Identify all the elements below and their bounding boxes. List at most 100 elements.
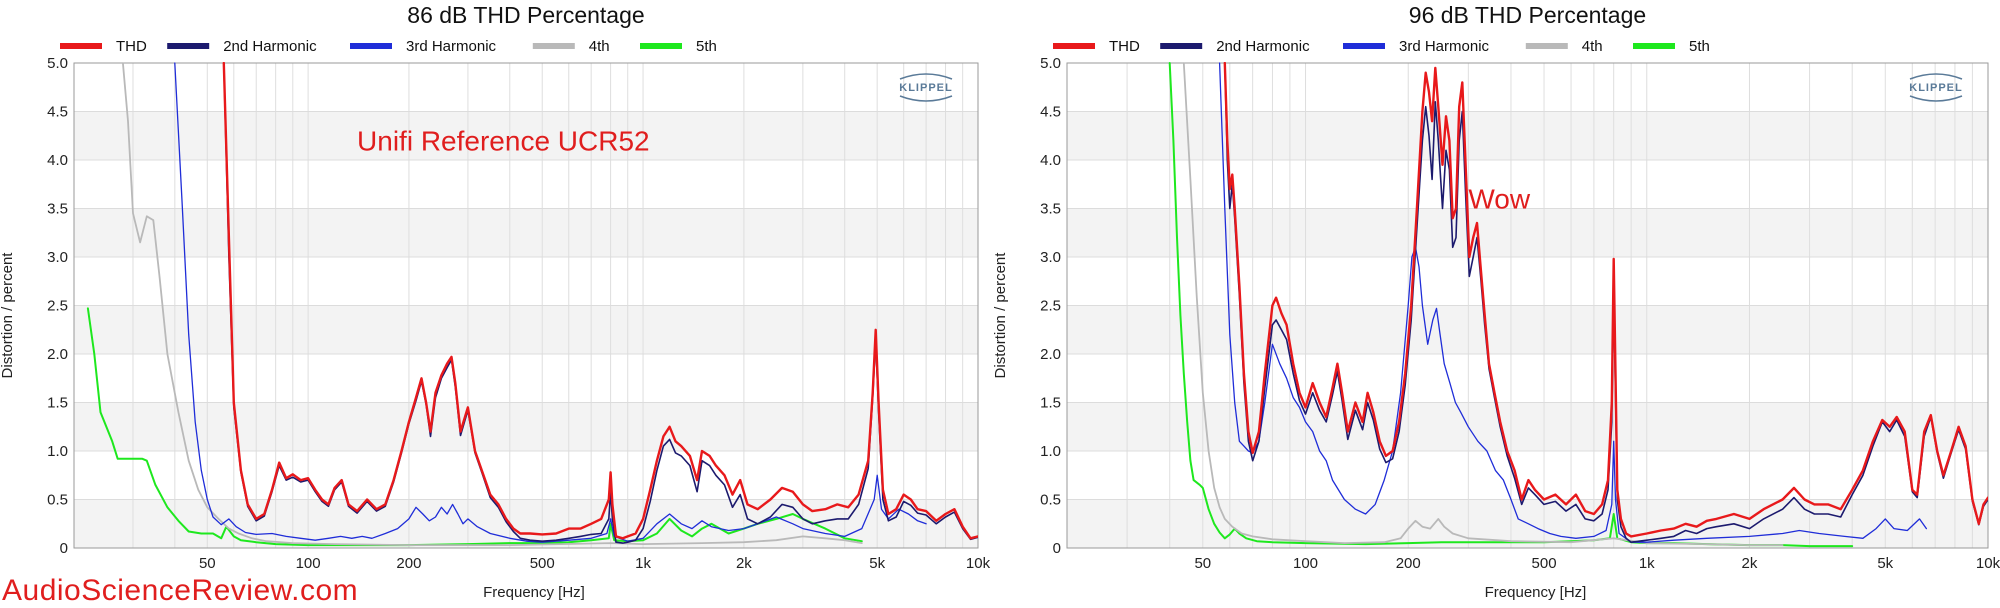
series-line-thd (222, 62, 978, 540)
chart-2: 96 dB THD Percentage THD 2nd Harmonic 3rd H… (992, 2, 2000, 600)
x-tick-label: 1k (635, 555, 651, 572)
legend-label: 3rd Harmonic (1399, 38, 1490, 55)
y-tick-label: 0.5 (1040, 492, 1061, 509)
y-tick-label: 2.5 (47, 298, 68, 315)
watermark-text: AudioScienceReview.com (2, 574, 359, 607)
x-tick-label: 2k (1742, 555, 1758, 572)
y-tick-label: 1.0 (47, 443, 68, 460)
legend-label: THD (116, 38, 147, 55)
series-line-4th (122, 62, 863, 546)
legend-swatch (1633, 43, 1675, 49)
legend-label: 2nd Harmonic (1216, 38, 1310, 55)
legend-swatch (532, 43, 575, 49)
y-tick-label: 0.5 (47, 492, 68, 509)
x-tick-label: 50 (1194, 555, 1211, 572)
legend-swatch (1343, 43, 1385, 49)
legend-swatch (1053, 43, 1095, 49)
series-group (1168, 62, 1988, 548)
legend-label: 4th (589, 38, 610, 55)
logo-arc (899, 95, 953, 102)
legend-item: 3rd Harmonic (1343, 38, 1490, 55)
y-tick-label: 3.0 (1040, 249, 1061, 266)
grid-band (74, 402, 978, 451)
chart-annotation: Wow (1468, 184, 1530, 215)
y-tick-label: 4.5 (1040, 104, 1061, 121)
klippel-logo: KLIPPEL (899, 73, 953, 102)
legend-label: 5th (696, 38, 717, 55)
series-line-2nd-harmonic (223, 62, 978, 544)
legend-item: 4th (532, 38, 610, 55)
legend-item: 2nd Harmonic (1160, 38, 1310, 55)
x-axis-label: Frequency [Hz] (483, 584, 585, 600)
logo-arc (1909, 73, 1963, 80)
series-group (86, 62, 978, 547)
logo-arc (899, 73, 953, 80)
grid-band (1067, 402, 1988, 451)
chart-annotation: Unifi Reference UCR52 (357, 125, 650, 156)
y-tick-label: 1.5 (47, 395, 68, 412)
chart-title: 86 dB THD Percentage (407, 2, 644, 28)
legend-swatch (1160, 43, 1203, 49)
x-tick-label: 200 (396, 555, 421, 572)
x-tick-label: 1k (1639, 555, 1655, 572)
y-tick-label: 0 (1053, 540, 1061, 557)
y-tick-label: 5.0 (47, 55, 68, 72)
legend-item: 2nd Harmonic (167, 38, 317, 55)
legend-swatch (350, 43, 392, 49)
legend-label: 5th (1689, 38, 1710, 55)
x-tick-label: 10k (1976, 555, 2000, 572)
y-axis-label: Distortion / percent (992, 252, 1009, 379)
x-axis-label: Frequency [Hz] (1485, 584, 1587, 600)
x-tick-label: 10k (966, 555, 991, 572)
legend-label: 2nd Harmonic (223, 38, 317, 55)
legend-item: 4th (1525, 38, 1603, 55)
x-tick-label: 100 (296, 555, 321, 572)
y-tick-label: 4.0 (1040, 152, 1061, 169)
series-line-5th (86, 307, 863, 547)
legend-label: 3rd Harmonic (406, 38, 497, 55)
y-tick-label: 1.0 (1040, 443, 1061, 460)
y-tick-label: 4.0 (47, 152, 68, 169)
y-tick-label: 2.0 (47, 346, 68, 363)
y-tick-label: 3.0 (47, 249, 68, 266)
legend-label: THD (1109, 38, 1140, 55)
x-tick-label: 500 (530, 555, 555, 572)
series-line-3rd-harmonic (174, 62, 927, 543)
logo-text: KLIPPEL (899, 82, 952, 94)
grid-band (1067, 305, 1988, 354)
x-tick-label: 50 (199, 555, 216, 572)
chart-title: 96 dB THD Percentage (1409, 2, 1646, 28)
y-tick-label: 3.5 (1040, 201, 1061, 218)
legend-item: THD (60, 38, 147, 55)
series-line-thd (1223, 62, 1988, 538)
x-tick-label: 100 (1293, 555, 1318, 572)
y-tick-label: 0 (60, 540, 68, 557)
x-tick-label: 200 (1396, 555, 1421, 572)
legend-item: 5th (640, 38, 717, 55)
grid-band (74, 305, 978, 354)
x-tick-label: 5k (1877, 555, 1893, 572)
x-tick-label: 2k (736, 555, 752, 572)
legend: THD 2nd Harmonic 3rd Harmonic 4th 5th (1053, 38, 1710, 55)
y-tick-label: 2.5 (1040, 298, 1061, 315)
legend: THD 2nd Harmonic 3rd Harmonic 4th 5th (60, 38, 717, 55)
legend-swatch (60, 43, 102, 49)
logo-text: KLIPPEL (1909, 82, 1962, 94)
legend-item: THD (1053, 38, 1140, 55)
legend-swatch (167, 43, 210, 49)
y-tick-label: 5.0 (1040, 55, 1061, 72)
y-tick-label: 2.0 (1040, 346, 1061, 363)
y-axis-label: Distortion / percent (0, 252, 16, 379)
legend-item: 5th (1633, 38, 1710, 55)
legend-item: 3rd Harmonic (350, 38, 497, 55)
grid-band (74, 208, 978, 257)
plot-frame (1066, 62, 1989, 549)
klippel-logo: KLIPPEL (1909, 73, 1963, 102)
legend-swatch (640, 43, 682, 49)
y-tick-label: 1.5 (1040, 395, 1061, 412)
series-line-3rd-harmonic (1218, 62, 1928, 543)
legend-label: 4th (1582, 38, 1603, 55)
y-tick-label: 3.5 (47, 201, 68, 218)
series-line-4th (1182, 62, 1784, 546)
